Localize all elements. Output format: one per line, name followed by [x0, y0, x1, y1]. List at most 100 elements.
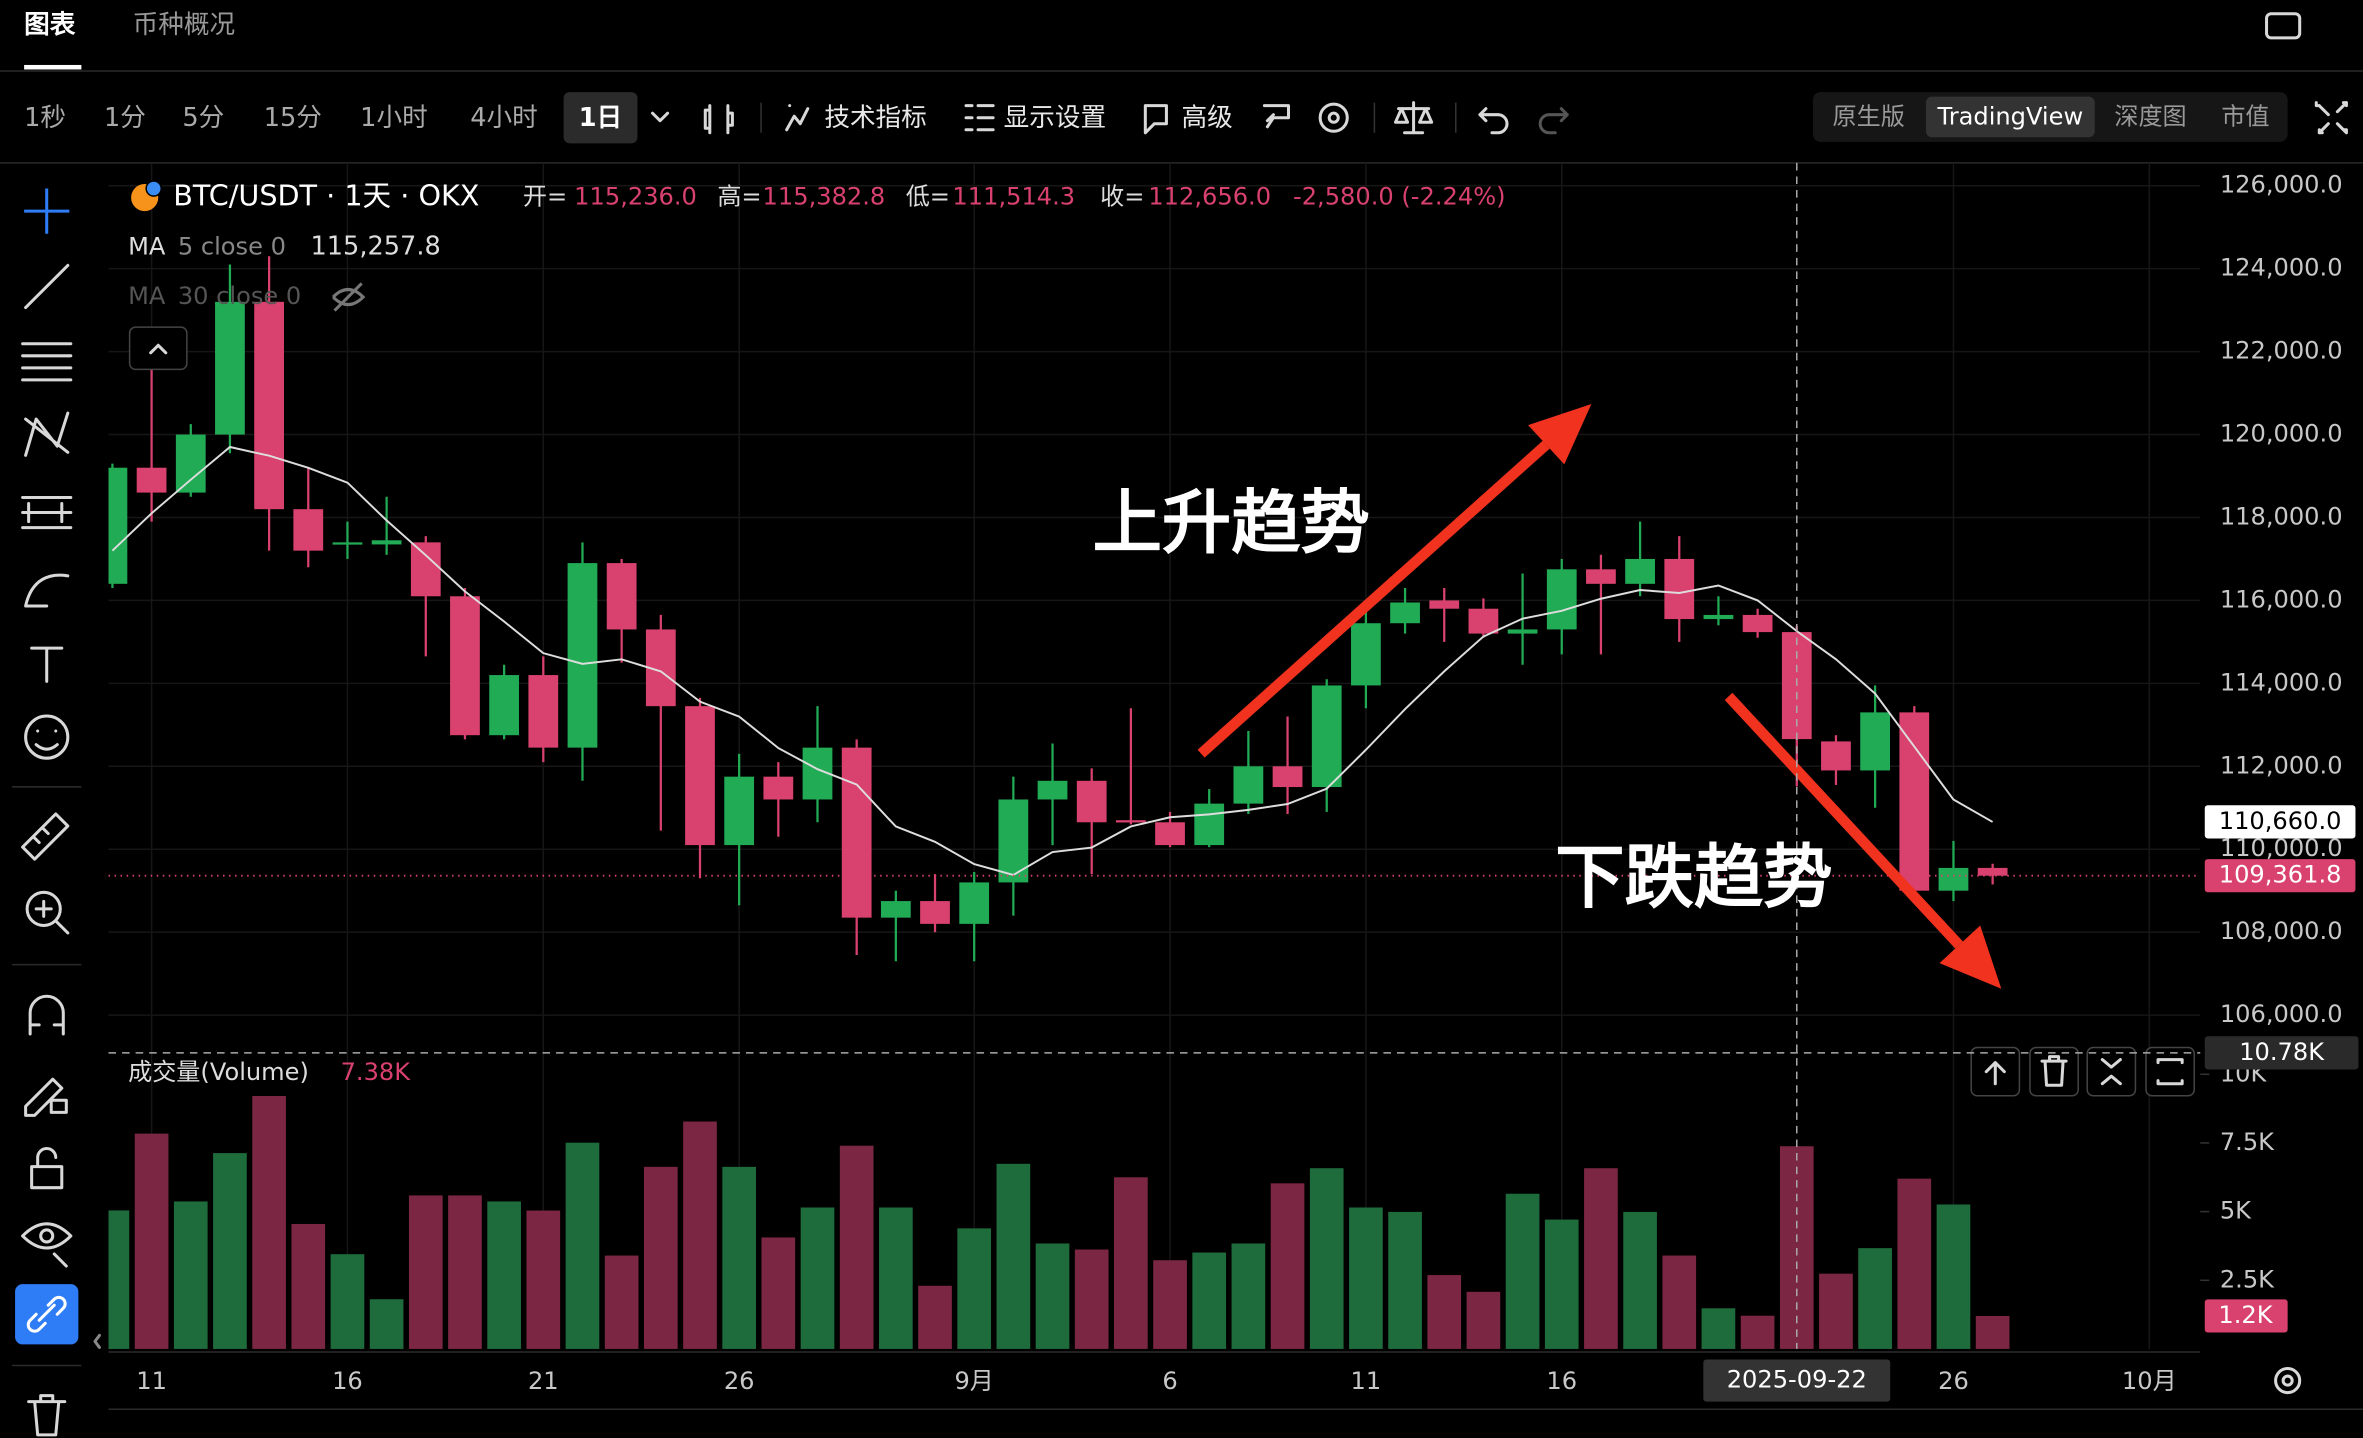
candle-body [1076, 780, 1107, 823]
x-tick-label: 6 [1162, 1367, 1177, 1395]
volume-bar [1662, 1255, 1697, 1349]
candle-body [1625, 558, 1655, 584]
volume-bar [1819, 1273, 1853, 1349]
pattern-tool[interactable] [24, 411, 70, 457]
candle-body [1155, 822, 1185, 846]
candle-body [959, 882, 990, 924]
candle-body [1860, 712, 1891, 771]
x-tick-label: 26 [724, 1367, 755, 1395]
candle-body [1899, 712, 1930, 891]
window-icon[interactable] [2265, 12, 2302, 40]
last-volume-label: 1.2K [2218, 1301, 2273, 1329]
collapse-legend-button[interactable] [128, 326, 188, 371]
hidden-ma-eye[interactable] [331, 282, 366, 312]
visibility-tool[interactable] [21, 1222, 73, 1268]
volume-bar [879, 1207, 913, 1349]
interval-button[interactable]: 4小时 [470, 103, 538, 133]
advanced-icon[interactable] [1143, 104, 1168, 135]
ruler-tool[interactable] [21, 812, 70, 861]
undo-icon[interactable] [1478, 107, 1509, 135]
chevron-icon[interactable] [651, 111, 670, 123]
interval-button[interactable]: 5分 [182, 103, 224, 133]
collapse-toolbar[interactable] [93, 1333, 101, 1349]
volume-bar [252, 1095, 286, 1349]
pane-up-icon [1984, 1061, 2006, 1086]
interval-button[interactable]: 1日 [579, 103, 622, 133]
pane-collapse-button[interactable] [2086, 1046, 2137, 1097]
pane-delete-button[interactable] [2029, 1046, 2079, 1097]
candle-body [136, 467, 167, 493]
compare-icon[interactable] [1393, 101, 1434, 135]
volume-bar [996, 1163, 1031, 1349]
overlay-layer: 图表 币种概况 1秒 1分 5分 15分 1小时 4小时 1日 技术指标 显示设置 高级 原生版 Trad… [24, 10, 2359, 1402]
candle-body [254, 301, 284, 510]
volume-bar [683, 1121, 717, 1349]
settings-list-icon[interactable] [964, 104, 995, 132]
view-tab[interactable]: 原生版 [1833, 103, 1905, 131]
axis-settings-icon[interactable] [2274, 1367, 2302, 1395]
volume-bar [408, 1195, 443, 1349]
volume-bar [1584, 1168, 1618, 1349]
interval-button[interactable]: 1小时 [360, 103, 428, 133]
volume-bar [1114, 1177, 1148, 1349]
toolbar-button[interactable]: 技术指标 [824, 103, 926, 133]
zoom-plus [34, 899, 70, 935]
candle-body [410, 542, 441, 597]
zoom-tool[interactable] [25, 890, 62, 927]
replay-icon[interactable] [1262, 104, 1291, 129]
y-tick-label: 118,000.0 [2220, 502, 2343, 530]
volume-bar [1975, 1315, 2010, 1349]
candle-body [1546, 569, 1577, 630]
emoji-tool[interactable] [24, 714, 70, 760]
interval-button[interactable]: 15分 [264, 103, 322, 133]
view-tab[interactable]: TradingView [1937, 103, 2084, 131]
brush-tool[interactable] [24, 573, 70, 608]
delete-tool[interactable] [27, 1394, 67, 1437]
candle-body [1703, 614, 1734, 620]
candle-body [108, 467, 128, 584]
unlock-tool[interactable] [30, 1147, 64, 1190]
volume-bar [957, 1228, 992, 1349]
x-tick-label: 16 [1546, 1367, 1577, 1395]
candle-body [528, 675, 559, 748]
exchange-icon [145, 180, 163, 197]
interval-button[interactable]: 1分 [104, 103, 146, 133]
link-icon [26, 1295, 67, 1333]
gear-icon[interactable] [1318, 102, 1349, 133]
fullscreen-icon[interactable] [2314, 101, 2348, 135]
volume-bar [839, 1145, 874, 1349]
crosshair-date-label: 2025-09-22 [1727, 1366, 1867, 1394]
view-tab[interactable]: 市值 [2221, 103, 2269, 131]
volume-name: 成交量(Volume) [128, 1058, 309, 1086]
volume-bar [1505, 1193, 1540, 1349]
candle-body [880, 901, 911, 918]
volume-tick-label: 7.5K [2220, 1128, 2275, 1156]
text-tool[interactable] [30, 646, 64, 683]
candle-body [1821, 741, 1851, 771]
tab[interactable]: 币种概况 [133, 10, 235, 40]
projection-tool[interactable] [21, 495, 73, 530]
ma-readout: 115,257.8 [310, 231, 440, 261]
tab-underline [24, 64, 82, 70]
annotation: 下跌趋势 [1555, 838, 1832, 918]
tab[interactable]: 图表 [24, 10, 76, 40]
trend-line-tool[interactable] [24, 263, 70, 310]
indicator-icon[interactable] [785, 104, 810, 132]
view-tab[interactable]: 深度图 [2114, 103, 2186, 131]
candle-type-icon[interactable] [703, 104, 734, 135]
active-interval-bg [563, 92, 638, 144]
plot-layer [108, 256, 2201, 1349]
interval-button[interactable]: 1秒 [24, 103, 66, 133]
toolbar-button[interactable]: 高级 [1182, 103, 1233, 133]
fib-tool[interactable] [21, 342, 73, 382]
toolbar-button[interactable]: 显示设置 [1004, 103, 1106, 133]
candle-body [293, 509, 324, 551]
volume-bar [108, 1210, 130, 1349]
magnet-tool[interactable] [28, 994, 65, 1036]
pane-maximize-button[interactable] [2145, 1046, 2195, 1097]
redo-icon[interactable] [1538, 107, 1569, 135]
lock-drawing-tool[interactable] [24, 1077, 68, 1117]
candle-body [920, 901, 950, 924]
crosshair-tool[interactable] [24, 188, 70, 234]
volume-bar [330, 1254, 365, 1349]
